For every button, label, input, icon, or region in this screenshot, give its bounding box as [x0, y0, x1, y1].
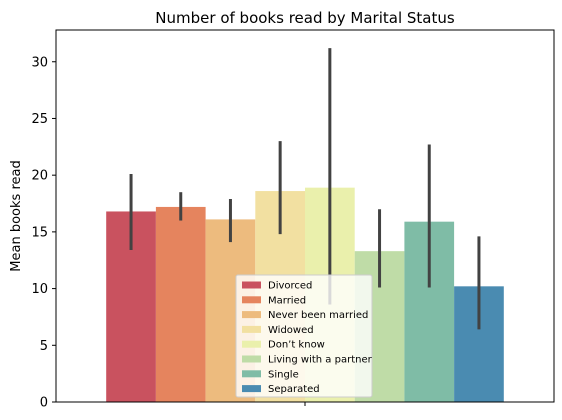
legend-swatch-0: [242, 282, 261, 289]
y-tick-label-4: 20: [31, 169, 48, 184]
y-tick-label-2: 10: [31, 282, 48, 297]
legend-swatch-7: [242, 385, 261, 392]
y-tick-label-0: 0: [40, 396, 48, 411]
legend-label-4: Don’t know: [268, 340, 325, 351]
y-tick-label-1: 5: [40, 339, 48, 354]
legend-label-5: Living with a partner: [268, 355, 373, 366]
y-axis-label: Mean books read: [9, 160, 24, 271]
legend-label-2: Never been married: [268, 310, 368, 321]
legend-label-6: Single: [268, 369, 299, 380]
legend-swatch-1: [242, 296, 261, 303]
legend-label-1: Married: [268, 295, 306, 306]
legend-swatch-3: [242, 326, 261, 333]
y-tick-label-3: 15: [31, 225, 48, 240]
legend-box: [236, 275, 372, 397]
legend-label-0: Divorced: [268, 281, 312, 292]
legend-swatch-6: [242, 370, 261, 377]
legend-swatch-2: [242, 311, 261, 318]
bar-1: [156, 207, 206, 402]
legend-label-3: Widowed: [268, 325, 314, 336]
legend-swatch-4: [242, 341, 261, 348]
chart-title: Number of books read by Marital Status: [155, 9, 455, 27]
legend: Divorced Married Never been married Widowed…: [236, 275, 373, 397]
legend-swatch-5: [242, 356, 261, 363]
y-tick-label-5: 25: [31, 112, 48, 127]
y-axis: 0 5 10 15 20 25 30: [31, 55, 56, 410]
legend-label-7: Separated: [268, 384, 320, 395]
y-tick-label-6: 30: [31, 55, 48, 70]
